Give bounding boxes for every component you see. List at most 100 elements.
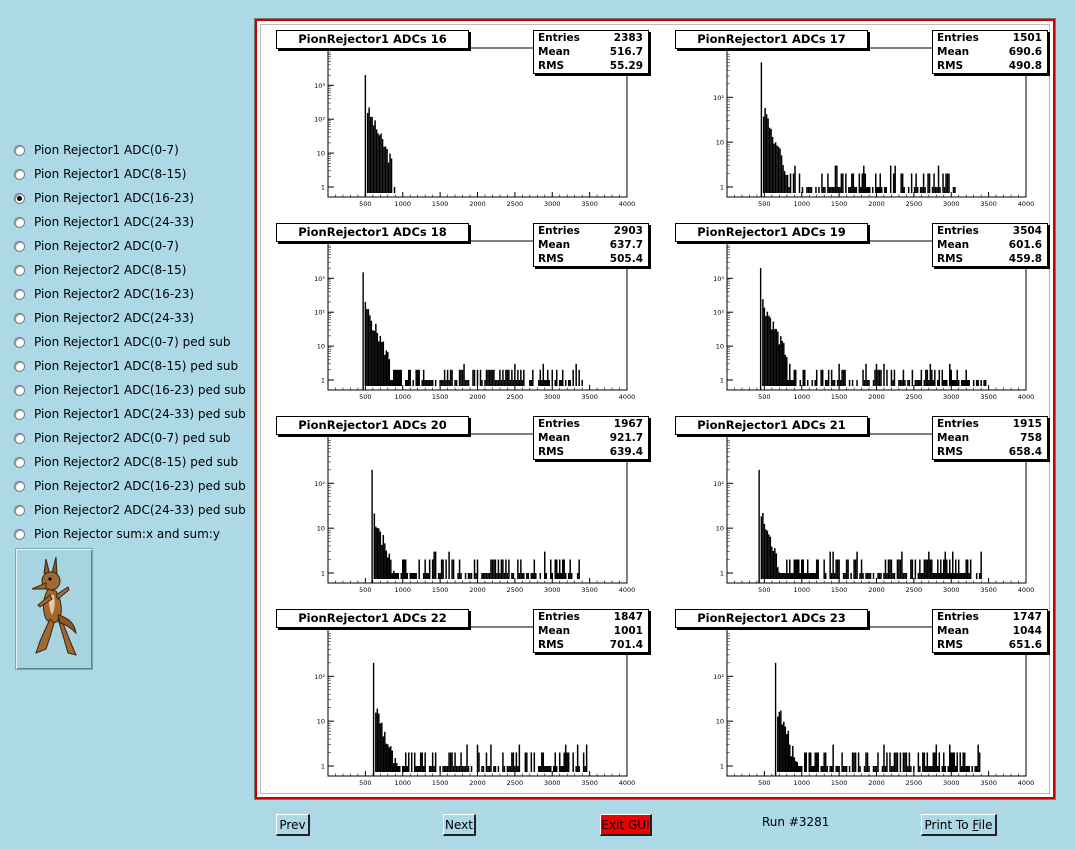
radio-option[interactable]: Pion Rejector2 ADC(24-33) [14,306,250,330]
histogram-bin [431,752,434,772]
histogram-bin [833,380,836,386]
histogram-bin [793,369,796,386]
histogram-bin [476,559,479,579]
histogram-bin [822,187,825,193]
histogram-bin [872,380,875,386]
histogram-bin [433,551,435,579]
radio-unchecked-icon[interactable] [14,216,25,228]
stats-row-entries: Entries 3504 [933,224,1047,238]
histogram-bin [488,369,491,386]
radio-option[interactable]: Pion Rejector1 ADC(8-15) [14,162,250,186]
print-to-file-button[interactable]: Print To File [921,814,997,836]
histogram-bin [407,369,410,386]
exit-gui-button[interactable]: Exit GUI [600,814,652,836]
histogram-bin [403,766,405,772]
radio-unchecked-icon[interactable] [14,312,25,324]
histogram-bin [503,573,506,579]
radio-option[interactable]: Pion Rejector2 ADC(0-7) ped sub [14,426,250,450]
histogram-bin [780,710,782,772]
x-tick-label: 2500 [906,779,923,787]
histogram-bin [838,363,840,386]
histogram-bin [470,766,473,772]
histogram-bin [839,187,841,193]
histogram-bin [564,744,567,772]
histogram-bin [550,766,552,772]
radio-unchecked-icon[interactable] [14,144,25,156]
radio-unchecked-icon[interactable] [14,288,25,300]
histogram-bin [856,380,858,386]
radio-unchecked-icon[interactable] [14,384,25,396]
radio-unchecked-icon[interactable] [14,456,25,468]
radio-option-label: Pion Rejector2 ADC(16-23) ped sub [34,479,246,493]
radio-option[interactable]: Pion Rejector1 ADC(0-7) [14,138,250,162]
radio-unchecked-icon[interactable] [14,480,25,492]
histogram-bin [792,573,794,579]
histogram-bin [919,559,921,579]
radio-option[interactable]: Pion Rejector2 ADC(24-33) ped sub [14,498,250,522]
histogram-bin [576,573,579,579]
histogram-bin [520,369,522,386]
histogram-pad[interactable]: 500 1000 1500 2000 2500 3000 3500 4000 1 10 10² Pio… [665,30,1055,220]
histogram-pad[interactable]: 500 1000 1500 2000 2500 3000 3500 4000 1 10 10² 10³… [665,223,1055,413]
prev-button[interactable]: Prev [276,814,310,836]
histogram-bin [538,380,540,386]
histogram-bin [860,187,862,193]
histogram-pad[interactable]: 500 1000 1500 2000 2500 3000 3500 4000 1 10 10² Pio… [665,609,1055,799]
histogram-bin [768,534,770,579]
radio-unchecked-icon[interactable] [14,336,25,348]
radio-unchecked-icon[interactable] [14,240,25,252]
histogram-bin [866,380,869,386]
radio-option[interactable]: Pion Rejector1 ADC(0-7) ped sub [14,330,250,354]
stats-box: Entries 1915 Mean 758 RMS 658.4 [932,416,1048,460]
histogram-bin [379,335,382,386]
radio-unchecked-icon[interactable] [14,528,25,540]
histogram-bin [821,766,824,772]
histogram-bin [421,752,423,772]
histogram-bin [908,380,911,386]
histogram-pad[interactable]: 500 1000 1500 2000 2500 3000 3500 4000 1 10 10² 10³… [266,30,656,220]
stats-value: 701.4 [609,639,643,651]
histogram-canvas[interactable]: 500 1000 1500 2000 2500 3000 3500 4000 1 10 10² 10³… [254,18,1056,800]
radio-unchecked-icon[interactable] [14,504,25,516]
stats-label: Entries [937,611,979,623]
histogram-bin [944,380,947,386]
histogram-bin [442,766,444,772]
radio-option[interactable]: Pion Rejector2 ADC(16-23) [14,282,250,306]
stats-row-rms: RMS 459.8 [933,252,1047,266]
histogram-bin [552,766,555,772]
radio-option[interactable]: Pion Rejector2 ADC(8-15) ped sub [14,450,250,474]
radio-unchecked-icon[interactable] [14,432,25,444]
histogram-bin [384,543,386,579]
next-button[interactable]: Next [443,814,476,836]
histogram-bin [558,752,561,772]
histogram-pad[interactable]: 500 1000 1500 2000 2500 3000 3500 4000 1 10 10² Pio… [665,416,1055,606]
stats-row-mean: Mean 516.7 [534,45,648,59]
radio-option[interactable]: Pion Rejector2 ADC(0-7) [14,234,250,258]
radio-unchecked-icon[interactable] [14,264,25,276]
histogram-bin [923,380,926,386]
histogram-bin [467,380,470,386]
radio-option[interactable]: Pion Rejector1 ADC(16-23) ped sub [14,378,250,402]
histogram-bin [375,323,377,386]
radio-option[interactable]: Pion Rejector2 ADC(8-15) [14,258,250,282]
radio-option[interactable]: Pion Rejector1 ADC(24-33) [14,210,250,234]
histogram-pad[interactable]: 500 1000 1500 2000 2500 3000 3500 4000 1 10 10² 10³… [266,223,656,413]
coyote-cartoon-icon[interactable] [15,548,93,670]
radio-unchecked-icon[interactable] [14,408,25,420]
radio-unchecked-icon[interactable] [14,360,25,372]
histogram-bin [901,380,903,386]
radio-option[interactable]: Pion Rejector sum:x and sum:y [14,522,250,546]
histogram-pad[interactable]: 500 1000 1500 2000 2500 3000 3500 4000 1 10 10² Pio… [266,416,656,606]
histogram-bin [446,766,449,772]
radio-unchecked-icon[interactable] [14,168,25,180]
radio-checked-icon[interactable] [14,192,25,204]
histogram-bin [926,559,929,579]
stats-row-rms: RMS 490.8 [933,59,1047,73]
radio-option[interactable]: Pion Rejector2 ADC(16-23) ped sub [14,474,250,498]
radio-option[interactable]: Pion Rejector1 ADC(8-15) ped sub [14,354,250,378]
radio-option[interactable]: Pion Rejector1 ADC(16-23) [14,186,250,210]
histogram-bin [880,573,882,579]
histogram-pad[interactable]: 500 1000 1500 2000 2500 3000 3500 4000 1 10 10² Pio… [266,609,656,799]
histogram-bin [854,187,856,193]
radio-option[interactable]: Pion Rejector1 ADC(24-33) ped sub [14,402,250,426]
